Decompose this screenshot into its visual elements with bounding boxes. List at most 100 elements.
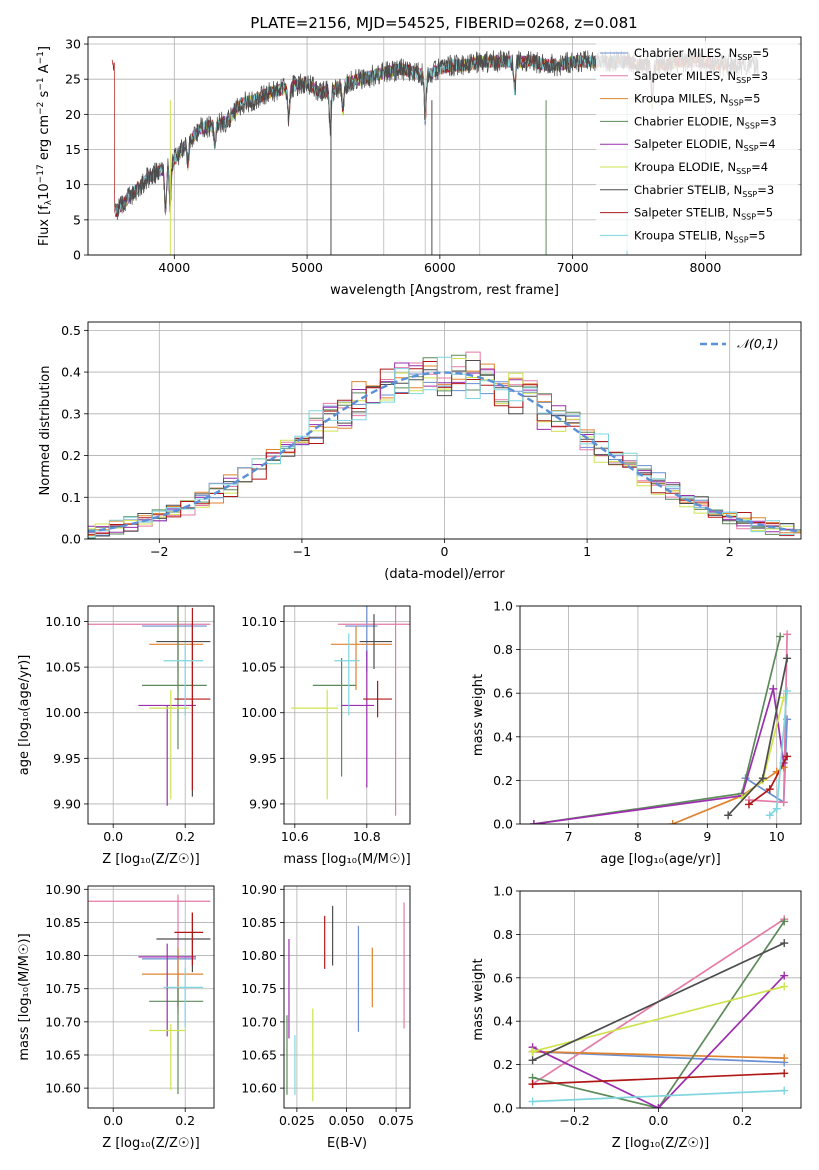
x-tick-label: 4000 [158, 260, 190, 275]
y-tick-label: 10.65 [241, 1047, 277, 1062]
y-tick-label: 0.8 [493, 927, 513, 942]
errorbar-point [163, 642, 204, 716]
x-tick-label: 9 [703, 829, 711, 844]
weight-marker [780, 982, 789, 991]
axes-frame [283, 885, 411, 1109]
errorbar-point [334, 633, 360, 716]
x-axis-label: age [log₁₀(age/yr)] [600, 852, 721, 867]
x-axis-label: Z [log₁₀(Z/Z☉)] [102, 852, 199, 867]
legend-entry: Kroupa MILES, NSSP=5 [634, 92, 760, 108]
x-tick-label: 0.0 [648, 1113, 668, 1128]
x-tick-label: 10 [769, 829, 785, 844]
y-tick-label: 10.90 [45, 882, 81, 897]
plot-area [88, 351, 801, 539]
axes-frame [519, 605, 802, 825]
x-axis-label: Z [log₁₀(Z/Z☉)] [612, 1136, 709, 1151]
axes-residuals: −2 −1 0 1 2 0.0 0.1 0.2 0.3 0.4 0.5 (data-model)/er… [38, 321, 802, 582]
y-tick-label: 20 [65, 107, 81, 122]
y-tick-label: 0.8 [493, 642, 513, 657]
plot-area [88, 894, 211, 1095]
legend-entry: Salpeter STELIB, NSSP=5 [634, 206, 773, 222]
axes-spectrum: 4000 5000 6000 7000 8000 0 5 10 15 20 25 30 waveleng… [36, 37, 802, 298]
x-tick-label: 2 [726, 544, 734, 559]
x-tick-label: 1 [583, 544, 591, 559]
x-tick-label: 5000 [291, 260, 323, 275]
y-tick-label: 0.3 [61, 406, 81, 421]
histogram-kroupa-stelib [88, 356, 801, 538]
y-tick-label: 10.00 [45, 705, 81, 720]
weight-marker [765, 811, 774, 820]
weight-series-line [532, 942, 785, 1062]
legend-entry: Chabrier STELIB, NSSP=3 [634, 183, 774, 199]
legend-entry: Kroupa STELIB, NSSP=5 [634, 228, 765, 244]
y-tick-label: 25 [65, 72, 81, 87]
x-tick-label: 0.2 [175, 829, 195, 844]
y-tick-label: 0.4 [61, 365, 81, 380]
x-tick-label: 0.050 [329, 1113, 365, 1128]
y-tick-label: 10.60 [241, 1081, 277, 1096]
y-tick-label: 5 [73, 212, 81, 227]
y-tick-label: 0.1 [61, 490, 81, 505]
y-axis-label: Flux [fλ10−17 erg cm−2 s−1 A−1] [36, 46, 54, 246]
weight-marker [758, 774, 767, 783]
axes-weight_vs_Z: −0.2 0.0 0.2 0.0 0.2 0.4 0.6 0.8 1.0 Z [log₁₀(Z/Z… [471, 884, 802, 1151]
errorbar-point [88, 894, 211, 1014]
y-axis-label: mass [log₁₀(M/M☉)] [17, 933, 32, 1060]
x-tick-label: 0.025 [279, 1113, 315, 1128]
y-tick-label: 10.60 [45, 1081, 81, 1096]
y-tick-label: 1.0 [493, 599, 513, 614]
figure-title: PLATE=2156, MJD=54525, FIBERID=0268, z=0… [250, 14, 637, 32]
y-tick-label: 9.95 [249, 751, 277, 766]
y-axis-label: age [log₁₀(age/yr)] [17, 655, 32, 776]
weight-series-line [532, 975, 785, 1108]
errorbar-point [138, 704, 196, 806]
legend-entry: Salpeter MILES, NSSP=3 [634, 69, 768, 85]
weight-marker [654, 1104, 663, 1108]
y-tick-label: 30 [65, 37, 81, 52]
y-tick-label: 0.5 [61, 323, 81, 338]
y-tick-label: 10.05 [45, 660, 81, 675]
legend-normal-label: 𝒩(0,1) [737, 336, 779, 351]
x-axis-label: wavelength [Angstrom, rest frame] [330, 283, 559, 298]
axes-mass_vs_EBV: 0.025 0.050 0.075 10.60 10.65 10.70 10.75 10.80… [241, 882, 414, 1151]
weight-marker [780, 939, 789, 948]
weight-marker [528, 1097, 537, 1106]
y-tick-label: 9.90 [249, 796, 277, 811]
x-tick-label: −0.2 [559, 1113, 589, 1128]
y-tick-label: 0.4 [493, 1014, 513, 1029]
x-tick-label: 8 [634, 829, 642, 844]
y-tick-label: 10.05 [241, 660, 277, 675]
x-tick-label: 7000 [557, 260, 589, 275]
x-tick-label: 0.0 [103, 829, 123, 844]
legend-spectrum: Chabrier MILES, NSSP=5 Salpeter MILES, NS… [596, 41, 798, 251]
legend-entry: Chabrier MILES, NSSP=5 [634, 46, 769, 62]
axes-age_vs_Z: 0.0 0.2 9.90 9.95 10.00 10.05 10.10 Z [log₁₀(Z/… [17, 605, 215, 867]
y-tick-label: 0.2 [493, 773, 513, 788]
y-tick-label: 10.00 [241, 705, 277, 720]
axes-weight_vs_age: 7 8 9 10 0.0 0.2 0.4 0.6 0.8 1.0 age [log₁₀(age/yr… [471, 599, 802, 867]
x-tick-label: −1 [293, 544, 311, 559]
y-tick-label: 10 [65, 177, 81, 192]
y-tick-label: 10.70 [45, 1014, 81, 1029]
weight-marker [780, 1069, 789, 1078]
weight-series-line [532, 1089, 785, 1103]
weight-marker [724, 811, 733, 820]
errorbar-point [138, 943, 196, 1037]
x-axis-label: (data-model)/error [384, 567, 505, 582]
y-tick-label: 10.80 [45, 948, 81, 963]
y-tick-label: 10.10 [241, 614, 277, 629]
errorbar-point [149, 1023, 186, 1091]
weight-series-line [532, 1050, 785, 1059]
weight-marker [783, 687, 792, 696]
weight-marker [779, 798, 788, 807]
x-axis-label: E(B-V) [327, 1136, 367, 1151]
errorbar-point [291, 689, 338, 800]
axes-frame [519, 890, 802, 1109]
errorbar-point [174, 607, 211, 791]
axes-frame [87, 605, 215, 825]
weight-marker [529, 820, 538, 824]
axes-frame [283, 605, 411, 825]
y-axis-label: mass weight [471, 674, 486, 756]
axes-mass_vs_Z: 0.0 0.2 10.60 10.65 10.70 10.75 10.80 10.85 10.9… [17, 882, 215, 1151]
